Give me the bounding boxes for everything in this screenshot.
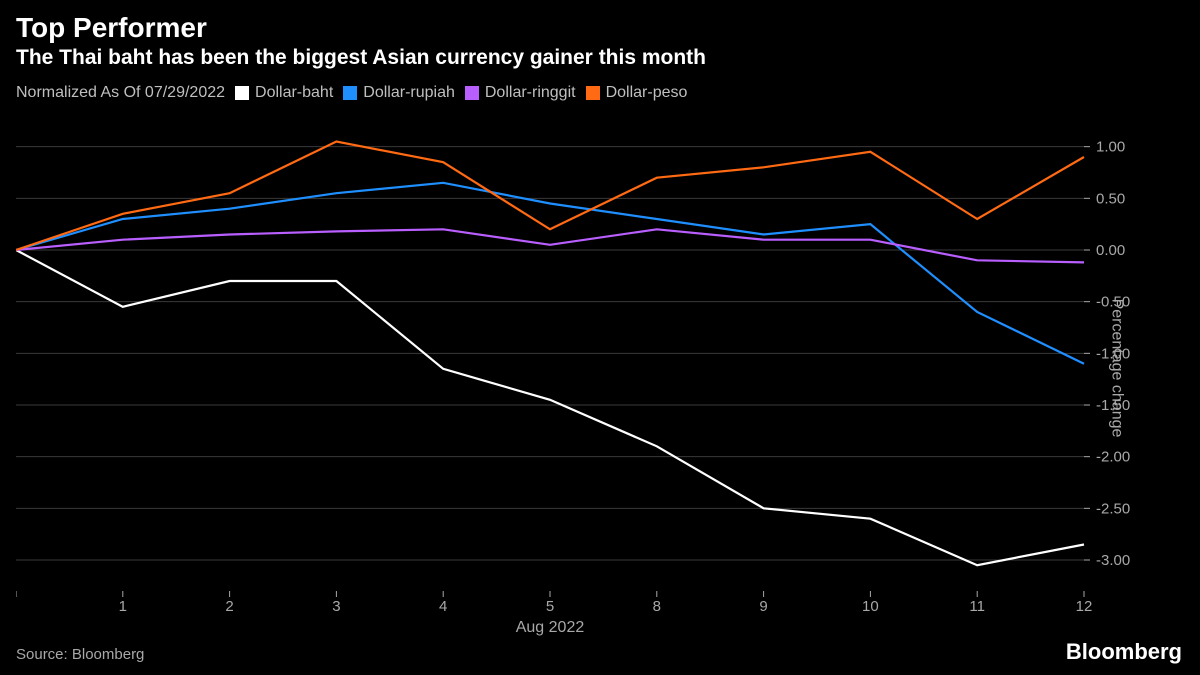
svg-text:11: 11 <box>969 598 985 615</box>
chart-title: Top Performer <box>16 12 1184 44</box>
svg-text:8: 8 <box>653 598 661 615</box>
svg-text:-3.00: -3.00 <box>1096 552 1130 569</box>
x-axis-title: Aug 2022 <box>16 619 1084 637</box>
svg-text:0.50: 0.50 <box>1096 190 1125 207</box>
svg-text:9: 9 <box>759 598 767 615</box>
legend-swatch <box>465 86 479 100</box>
legend-label: Dollar-ringgit <box>485 84 576 102</box>
legend-label: Dollar-peso <box>606 84 688 102</box>
legend-item: Dollar-ringgit <box>465 84 576 102</box>
svg-text:10: 10 <box>862 598 879 615</box>
legend-prefix: Normalized As Of 07/29/2022 <box>16 84 225 102</box>
svg-text:0.00: 0.00 <box>1096 242 1125 259</box>
svg-text:1: 1 <box>119 598 127 615</box>
svg-text:2: 2 <box>225 598 233 615</box>
legend-swatch <box>235 86 249 100</box>
legend: Normalized As Of 07/29/2022 Dollar-baht … <box>0 76 1200 104</box>
legend-swatch <box>343 86 357 100</box>
legend-item: Dollar-baht <box>235 84 333 102</box>
legend-swatch <box>586 86 600 100</box>
legend-item: Dollar-peso <box>586 84 688 102</box>
legend-label: Dollar-rupiah <box>363 84 455 102</box>
line-chart: 1.000.500.00-0.50-1.00-1.50-2.00-2.50-3.… <box>16 120 1184 615</box>
svg-text:4: 4 <box>439 598 447 615</box>
svg-text:5: 5 <box>546 598 554 615</box>
svg-text:1.00: 1.00 <box>1096 139 1125 156</box>
brand-logo: Bloomberg <box>1066 639 1182 665</box>
chart-subtitle: The Thai baht has been the biggest Asian… <box>16 46 1184 70</box>
legend-item: Dollar-rupiah <box>343 84 455 102</box>
svg-text:12: 12 <box>1076 598 1093 615</box>
source-text: Source: Bloomberg <box>16 646 144 663</box>
svg-text:-2.00: -2.00 <box>1096 449 1130 466</box>
y-axis-title: Percentage change <box>1108 298 1126 437</box>
svg-text:3: 3 <box>332 598 340 615</box>
svg-text:-2.50: -2.50 <box>1096 500 1130 517</box>
legend-label: Dollar-baht <box>255 84 333 102</box>
chart-area: 1.000.500.00-0.50-1.00-1.50-2.00-2.50-3.… <box>16 120 1184 615</box>
